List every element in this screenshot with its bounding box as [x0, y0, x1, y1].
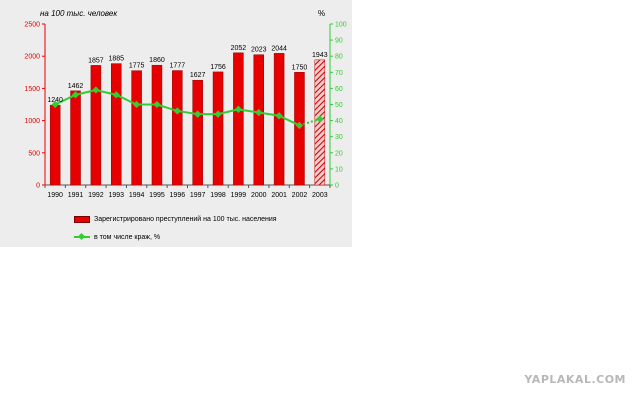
legend-bar-label: Зарегистрировано преступлений на 100 тыс…: [94, 215, 277, 223]
bar-1993: [111, 63, 122, 186]
theft-share-point-2001: [275, 112, 283, 120]
bar-value-label: 1462: [68, 83, 84, 90]
right-tick-label: 80: [335, 54, 343, 61]
x-tick-label: 1999: [231, 192, 247, 199]
theft-share-point-1994: [132, 100, 141, 109]
bar-value-label: 1240: [47, 97, 63, 104]
left-tick-label: 1000: [24, 118, 40, 125]
bar-1994: [131, 70, 142, 186]
bar-value-label: 1777: [170, 63, 186, 70]
x-tick-label: 2003: [312, 192, 328, 199]
x-tick-label: 1991: [68, 192, 84, 199]
x-tick-label: 1996: [170, 192, 186, 199]
x-tick-label: 2001: [271, 192, 287, 199]
bar-1999: [233, 52, 244, 186]
bar-1996: [172, 70, 183, 186]
bar-1997: [192, 79, 203, 186]
bar-1995: [151, 64, 163, 186]
bar-1992: [90, 65, 102, 186]
theft-share-point-1995: [153, 100, 161, 109]
right-tick-label: 10: [335, 166, 343, 173]
theft-share-point-1999: [234, 105, 243, 114]
theft-share-line-forecast: [299, 118, 321, 127]
bar-value-label: 2044: [271, 45, 287, 52]
x-tick-label: 1994: [129, 192, 145, 199]
theft-share-point-1998: [214, 110, 222, 118]
x-tick-label: 1995: [149, 192, 165, 199]
right-tick-label: 30: [335, 134, 343, 141]
bar-value-label: 2052: [231, 45, 247, 52]
bar-value-label: 1627: [190, 72, 206, 79]
bar-1998: [212, 71, 224, 186]
bar-value-label: 1775: [129, 63, 145, 70]
theft-share-point-1997: [194, 110, 202, 118]
theft-share-point-1992: [92, 86, 100, 94]
bar-value-label: 2023: [251, 47, 267, 54]
bar-1991: [70, 90, 81, 186]
legend-line-label: в том числе краж, %: [94, 233, 161, 241]
bar-value-label: 1750: [292, 64, 308, 71]
bar-value-label: 1857: [88, 57, 104, 64]
x-tick-label: 2000: [251, 192, 267, 199]
legend-line-swatch: [74, 233, 90, 241]
theft-share-point-2002: [295, 121, 304, 130]
watermark: YAPLAKAL.COM: [524, 373, 626, 386]
left-tick-label: 2500: [24, 22, 40, 29]
right-tick-label: 50: [335, 102, 343, 109]
legend-item-line: в том числе краж, %: [74, 228, 277, 246]
right-tick-label: 60: [335, 86, 343, 93]
x-tick-label: 1992: [88, 192, 104, 199]
left-axis-title: на 100 тыс. человек: [40, 9, 118, 18]
x-tick-label: 2002: [292, 192, 308, 199]
theft-share-point-2000: [255, 108, 263, 117]
right-tick-label: 20: [335, 150, 343, 157]
right-tick-label: 70: [335, 70, 343, 77]
theft-share-point-1991: [71, 91, 80, 99]
left-tick-label: 2000: [24, 54, 40, 61]
bar-value-label: 1885: [108, 56, 124, 63]
bar-value-label: 1943: [312, 52, 328, 59]
chart-panel: 0 500 1000 1500 2000 2500 0 10 20 30 40 50 60 70 80 90 1…: [0, 0, 352, 247]
bar-2000: [253, 54, 264, 186]
bar-value-label: 1860: [149, 57, 165, 64]
x-tick-label: 1998: [210, 192, 226, 199]
right-tick-label: 90: [335, 38, 343, 45]
legend-item-bars: Зарегистрировано преступлений на 100 тыс…: [74, 210, 277, 228]
x-tick-label: 1993: [108, 192, 124, 199]
bar-1990: [49, 104, 61, 186]
right-tick-label: 40: [335, 118, 343, 125]
bar-value-label: 1756: [210, 64, 226, 71]
left-tick-label: 1500: [24, 86, 40, 93]
legend-bar-swatch: [74, 215, 90, 223]
left-tick-label: 0: [36, 183, 40, 190]
right-axis-title: %: [318, 9, 325, 18]
theft-share-point-2003: [316, 115, 324, 123]
chart-legend: Зарегистрировано преступлений на 100 тыс…: [74, 210, 277, 246]
x-tick-label: 1997: [190, 192, 206, 199]
right-tick-label: 100: [335, 22, 347, 29]
right-tick-label: 0: [335, 183, 339, 190]
theft-share-point-1993: [112, 91, 120, 99]
left-tick-label: 500: [28, 150, 40, 157]
x-tick-label: 1990: [47, 192, 63, 199]
crime-chart: 0 500 1000 1500 2000 2500 0 10 20 30 40 50 60 70 80 90 1…: [24, 9, 347, 199]
